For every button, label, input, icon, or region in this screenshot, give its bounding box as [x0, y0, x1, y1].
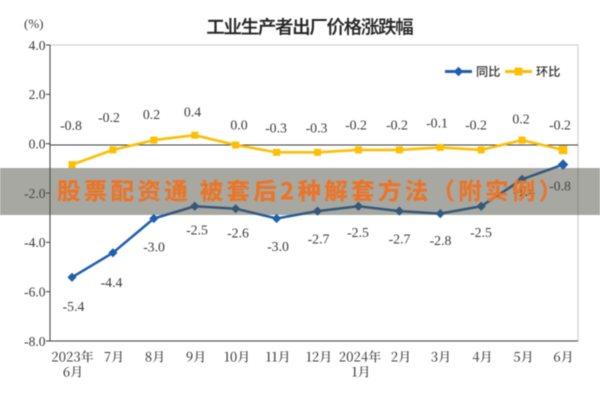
svg-text:-2.6: -2.6	[227, 225, 249, 240]
svg-text:-0.2: -0.2	[549, 117, 571, 132]
svg-text:-2.7: -2.7	[308, 231, 330, 246]
svg-text:0.0: 0.0	[29, 137, 46, 152]
svg-text:-0.3: -0.3	[306, 120, 328, 135]
svg-text:-3.0: -3.0	[267, 239, 289, 254]
svg-text:-2.8: -2.8	[430, 233, 452, 248]
svg-text:0.4: 0.4	[184, 104, 201, 119]
svg-text:-8.0: -8.0	[24, 334, 46, 349]
svg-text:-4.0: -4.0	[24, 235, 46, 250]
svg-text:0.2: 0.2	[143, 107, 160, 122]
svg-text:-6.0: -6.0	[24, 285, 46, 300]
svg-text:-0.2: -0.2	[98, 110, 120, 125]
svg-text:-2.5: -2.5	[186, 222, 208, 237]
svg-text:-0.2: -0.2	[345, 117, 367, 132]
svg-text:-2.7: -2.7	[389, 231, 411, 246]
svg-text:-5.4: -5.4	[63, 299, 85, 314]
svg-text:-0.1: -0.1	[426, 115, 448, 130]
svg-text:0.0: 0.0	[230, 117, 247, 132]
svg-text:-0.3: -0.3	[265, 120, 287, 135]
svg-text:(%): (%)	[24, 16, 44, 31]
svg-text:4.0: 4.0	[29, 38, 46, 53]
svg-text:2.0: 2.0	[29, 87, 46, 102]
svg-text:-3.0: -3.0	[143, 239, 165, 254]
svg-text:-0.8: -0.8	[60, 118, 82, 133]
svg-text:-0.2: -0.2	[386, 117, 408, 132]
svg-text:-4.4: -4.4	[101, 275, 123, 290]
svg-text:0.2: 0.2	[512, 111, 529, 126]
svg-text:-0.2: -0.2	[465, 117, 487, 132]
svg-text:-2.5: -2.5	[347, 225, 369, 240]
svg-text:-2.5: -2.5	[470, 225, 492, 240]
